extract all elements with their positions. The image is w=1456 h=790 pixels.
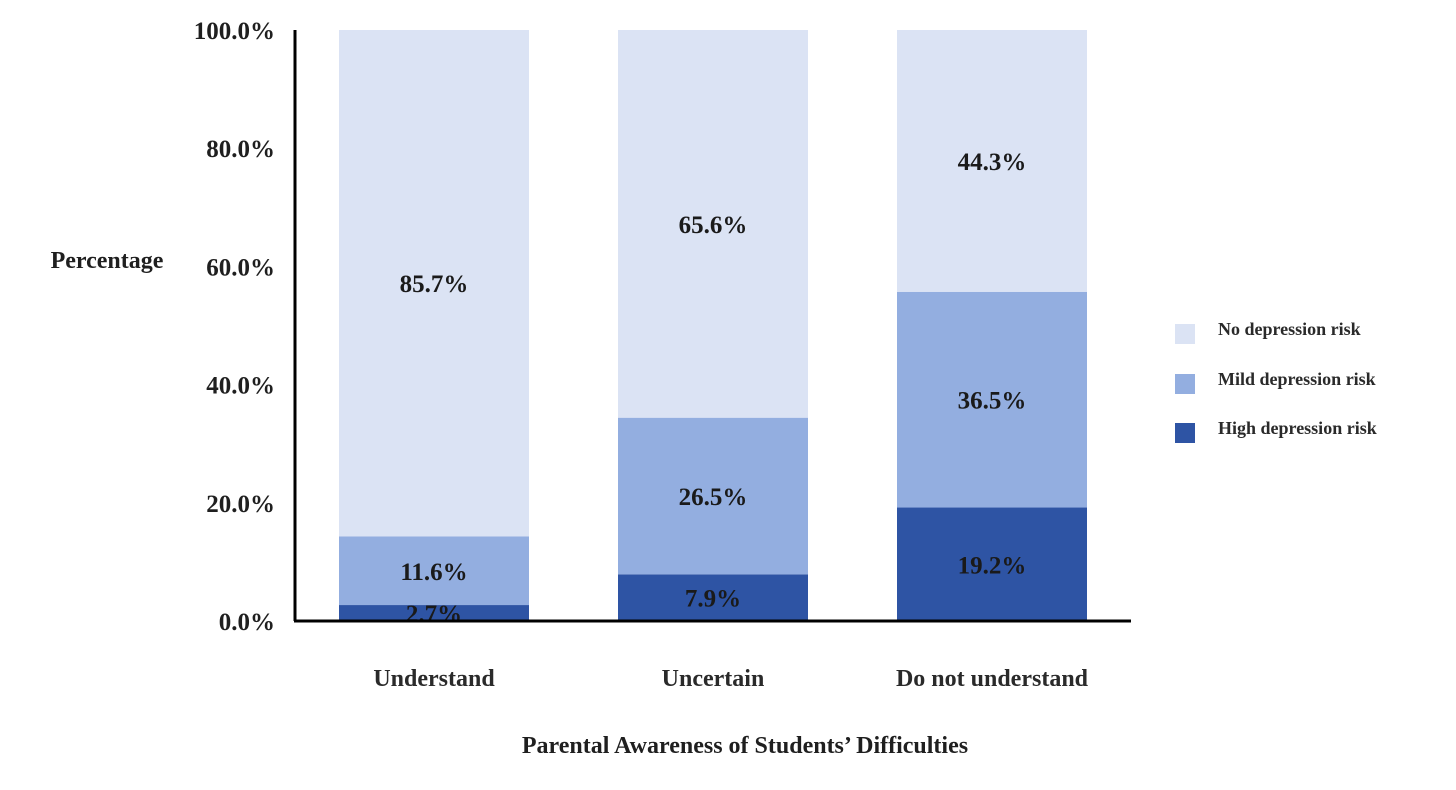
data-label-understand-mild-depression-risk: 11.6%: [400, 559, 467, 586]
bar-understand-no-depression-risk: [339, 30, 529, 537]
legend-swatch-no-depression-risk: [1175, 324, 1195, 344]
legend-label-no-depression-risk: No depression risk: [1218, 319, 1361, 339]
bar-do-not-understand-high-depression-risk: [897, 507, 1087, 621]
x-category-labels: Understand Uncertain Do not understand: [373, 666, 1088, 692]
bar-understand-high-depression-risk: [339, 605, 529, 621]
bar-uncertain-no-depression-risk: [618, 30, 808, 418]
data-label-understand-high-depression-risk: 2.7%: [406, 601, 462, 628]
data-label-uncertain-no-depression-risk: 65.6%: [679, 212, 748, 239]
data-label-do-not-understand-mild-depression-risk: 36.5%: [958, 388, 1027, 415]
x-axis-title: Parental Awareness of Students’ Difficul…: [522, 733, 968, 759]
bars-layer: [339, 30, 1087, 621]
bar-understand-mild-depression-risk: [339, 536, 529, 606]
data-label-do-not-understand-high-depression-risk: 19.2%: [958, 552, 1027, 579]
y-tick-label: 0.0%: [219, 609, 275, 636]
bar-do-not-understand-no-depression-risk: [897, 30, 1087, 292]
data-label-uncertain-high-depression-risk: 7.9%: [685, 586, 741, 613]
axes-layer: [293, 30, 1131, 623]
y-axis-title: Percentage: [51, 248, 164, 274]
x-category-label-do-not-understand: Do not understand: [896, 666, 1089, 692]
bar-uncertain-mild-depression-risk: [618, 417, 808, 575]
legend: No depression risk Mild depression risk Hi…: [1175, 319, 1377, 443]
y-tick-label: 20.0%: [206, 491, 275, 518]
bar-do-not-understand-mild-depression-risk: [897, 291, 1087, 508]
legend-swatch-high-depression-risk: [1175, 423, 1195, 443]
legend-label-high-depression-risk: High depression risk: [1218, 418, 1377, 438]
y-tick-label: 40.0%: [206, 373, 275, 400]
y-tick-label: 80.0%: [206, 136, 275, 163]
x-category-label-uncertain: Uncertain: [662, 666, 765, 692]
y-tick-labels: 0.0% 20.0% 40.0% 60.0% 80.0% 100.0%: [194, 18, 275, 636]
y-tick-label: 60.0%: [206, 254, 275, 281]
data-labels-layer: 2.7% 11.6% 85.7% 7.9% 26.5% 65.6% 19.2% 36.5% 44…: [400, 149, 1027, 628]
bar-uncertain-high-depression-risk: [618, 574, 808, 621]
data-label-uncertain-mild-depression-risk: 26.5%: [679, 484, 748, 511]
data-label-do-not-understand-no-depression-risk: 44.3%: [958, 149, 1027, 176]
y-tick-label: 100.0%: [194, 18, 275, 45]
data-label-understand-no-depression-risk: 85.7%: [400, 271, 469, 298]
legend-label-mild-depression-risk: Mild depression risk: [1218, 369, 1376, 389]
legend-swatch-mild-depression-risk: [1175, 374, 1195, 394]
x-category-label-understand: Understand: [373, 666, 495, 692]
